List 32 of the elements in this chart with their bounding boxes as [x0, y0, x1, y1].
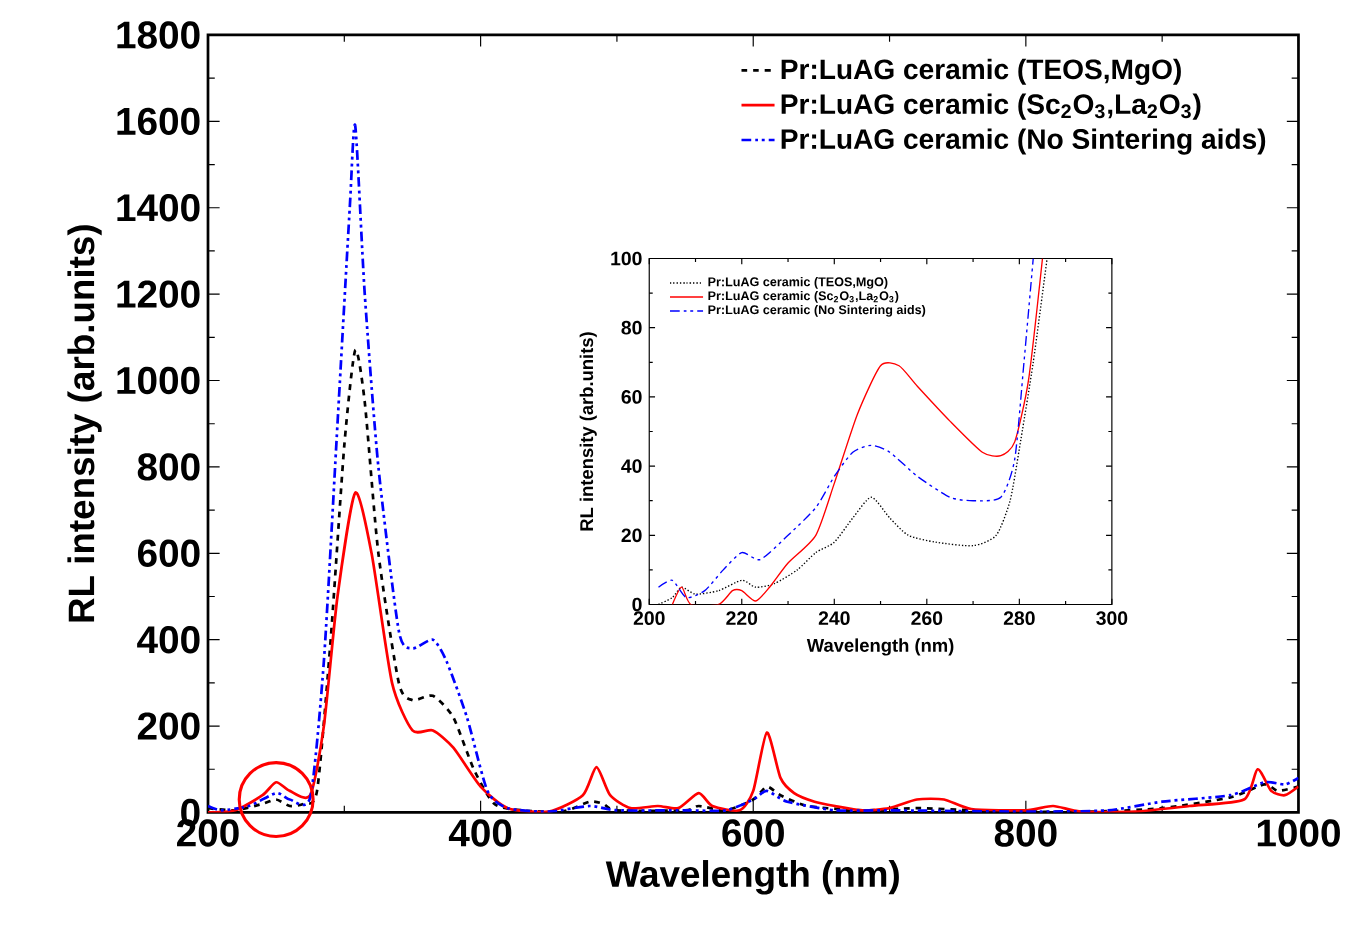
x-tick-label: 280 — [1003, 610, 1035, 625]
x-tick-label: 400 — [448, 818, 512, 847]
y-tick-label: 800 — [137, 452, 200, 481]
x-axis-title: Wavelength (nm) — [806, 637, 954, 656]
line-series — [208, 122, 1299, 813]
legend-label: Pr:LuAG ceramic (No Sintering aids) — [781, 127, 1266, 155]
x-axis-title: Wavelength (nm) — [605, 859, 899, 895]
y-tick-label: 1000 — [117, 366, 200, 394]
legend-label: Pr:LuAG ceramic (TEOS,MgO) — [781, 58, 1181, 85]
x-tick-label: 220 — [726, 610, 758, 625]
y-axis-title: RL intensity (arb.units) — [67, 224, 102, 622]
y-tick-label: 1800 — [117, 20, 200, 49]
x-tick-label: 200 — [633, 610, 665, 625]
x-tick-label: 1000 — [1257, 818, 1340, 847]
y-tick-label: 1200 — [117, 279, 200, 308]
x-tick-label: 300 — [1096, 610, 1128, 625]
x-tick-label: 260 — [911, 610, 943, 625]
y-tick-label: 600 — [137, 539, 200, 567]
y-tick-label: 1600 — [117, 107, 200, 135]
y-tick-label: 1400 — [117, 193, 200, 221]
y-tick-label: 80 — [621, 320, 642, 335]
x-tick-label: 240 — [818, 610, 850, 625]
y-tick-label: 20 — [621, 527, 642, 542]
y-tick-label: 200 — [137, 711, 200, 740]
x-tick-label: 600 — [722, 818, 784, 847]
text: Pr:LuAG ceramic (Sc$_{2}$O$_{3}$,La$_{2}$O$_{3}$) — [781, 93, 1201, 120]
y-tick-label: 60 — [621, 389, 642, 404]
y-tick-label: 0 — [632, 597, 642, 611]
y-tick-label: 40 — [621, 458, 642, 473]
x-tick-label: 800 — [994, 818, 1057, 847]
y-axis-title: RL intensity (arb.units) — [579, 331, 597, 530]
y-tick-label: 100 — [611, 251, 642, 265]
